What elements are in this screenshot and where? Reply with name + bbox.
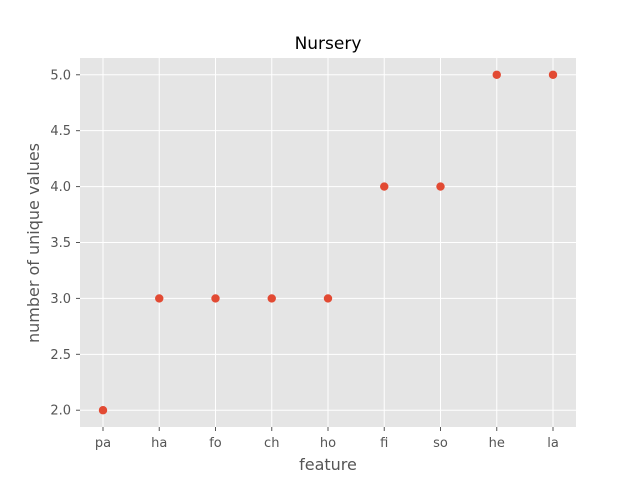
x-tick-label: pa <box>95 436 111 451</box>
data-point <box>155 294 164 303</box>
y-tick-label: 5.0 <box>50 68 71 83</box>
x-axis-ticks: pa ha fo ch ho fi so he la <box>95 427 559 451</box>
data-point <box>436 182 445 191</box>
y-tick-label: 2.0 <box>50 404 71 419</box>
x-tick-label: ha <box>151 436 167 451</box>
x-tick-label: ho <box>320 436 336 451</box>
x-tick-label: he <box>489 436 505 451</box>
data-point <box>98 406 108 415</box>
data-point <box>323 294 333 303</box>
y-tick-label: 3.0 <box>50 292 71 307</box>
data-points <box>98 70 558 415</box>
data-point <box>548 70 558 79</box>
x-tick-label: fo <box>209 436 222 451</box>
y-axis-ticks: 2.0 2.5 3.0 3.5 4.0 4.5 5.0 <box>50 68 80 419</box>
x-tick-label: so <box>433 436 448 451</box>
x-tick-label: la <box>547 436 559 451</box>
data-point <box>492 70 501 79</box>
x-tick-label: ch <box>264 436 279 451</box>
data-point <box>211 294 220 303</box>
x-axis-label: feature <box>299 455 357 474</box>
y-axis-label: number of unique values <box>24 143 43 343</box>
x-tick-label: fi <box>380 436 388 451</box>
chart-title: Nursery <box>295 34 362 54</box>
y-tick-label: 2.5 <box>50 348 71 363</box>
y-tick-label: 4.0 <box>50 180 71 195</box>
data-point <box>267 294 276 303</box>
y-tick-label: 4.5 <box>50 124 71 139</box>
data-point <box>380 182 389 191</box>
y-tick-label: 3.5 <box>50 236 71 251</box>
